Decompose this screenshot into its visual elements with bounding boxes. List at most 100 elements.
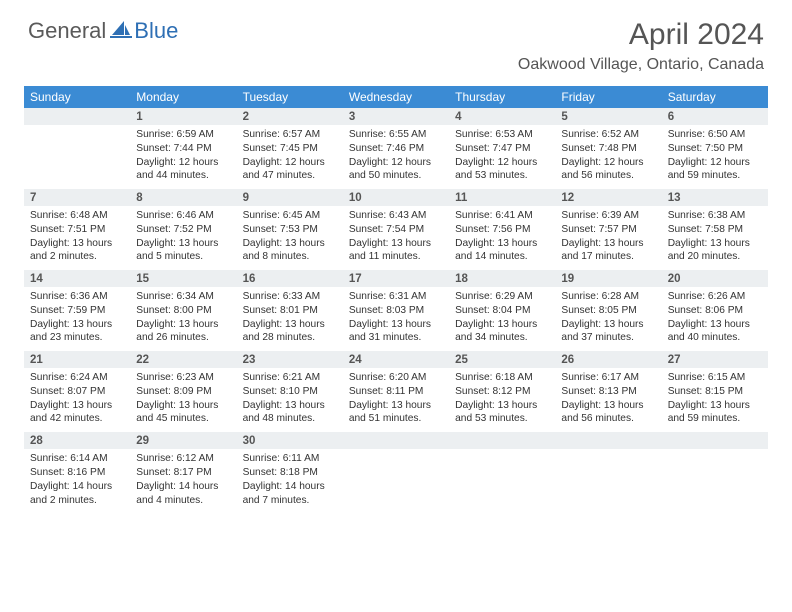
day-of-week-row: SundayMondayTuesdayWednesdayThursdayFrid… xyxy=(24,86,768,108)
day-number xyxy=(24,108,130,125)
sunrise-line: Sunrise: 6:18 AM xyxy=(455,371,549,385)
day-number: 23 xyxy=(237,351,343,368)
day-content: Sunrise: 6:29 AMSunset: 8:04 PMDaylight:… xyxy=(449,287,555,351)
sunrise-line: Sunrise: 6:15 AM xyxy=(668,371,762,385)
daylight-line: Daylight: 13 hours and 37 minutes. xyxy=(561,318,655,346)
sunset-line: Sunset: 7:51 PM xyxy=(30,223,124,237)
daylight-line: Daylight: 13 hours and 34 minutes. xyxy=(455,318,549,346)
sunrise-line: Sunrise: 6:50 AM xyxy=(668,128,762,142)
sunset-line: Sunset: 8:17 PM xyxy=(136,466,230,480)
sunrise-line: Sunrise: 6:31 AM xyxy=(349,290,443,304)
sunset-line: Sunset: 8:05 PM xyxy=(561,304,655,318)
day-number: 4 xyxy=(449,108,555,125)
sunrise-line: Sunrise: 6:17 AM xyxy=(561,371,655,385)
day-number: 11 xyxy=(449,189,555,206)
day-content: Sunrise: 6:53 AMSunset: 7:47 PMDaylight:… xyxy=(449,125,555,189)
day-content: Sunrise: 6:31 AMSunset: 8:03 PMDaylight:… xyxy=(343,287,449,351)
day-number xyxy=(662,432,768,449)
sunrise-line: Sunrise: 6:55 AM xyxy=(349,128,443,142)
day-number: 13 xyxy=(662,189,768,206)
sunrise-line: Sunrise: 6:59 AM xyxy=(136,128,230,142)
sunrise-line: Sunrise: 6:26 AM xyxy=(668,290,762,304)
day-content: Sunrise: 6:38 AMSunset: 7:58 PMDaylight:… xyxy=(662,206,768,270)
daylight-line: Daylight: 13 hours and 53 minutes. xyxy=(455,399,549,427)
day-content: Sunrise: 6:12 AMSunset: 8:17 PMDaylight:… xyxy=(130,449,236,513)
day-number: 19 xyxy=(555,270,661,287)
sunset-line: Sunset: 8:09 PM xyxy=(136,385,230,399)
sunset-line: Sunset: 7:58 PM xyxy=(668,223,762,237)
day-number: 16 xyxy=(237,270,343,287)
sunset-line: Sunset: 7:47 PM xyxy=(455,142,549,156)
sunset-line: Sunset: 7:56 PM xyxy=(455,223,549,237)
day-content xyxy=(662,449,768,513)
day-number: 3 xyxy=(343,108,449,125)
sunrise-line: Sunrise: 6:21 AM xyxy=(243,371,337,385)
daylight-line: Daylight: 13 hours and 20 minutes. xyxy=(668,237,762,265)
sunset-line: Sunset: 7:45 PM xyxy=(243,142,337,156)
day-number: 10 xyxy=(343,189,449,206)
day-content: Sunrise: 6:26 AMSunset: 8:06 PMDaylight:… xyxy=(662,287,768,351)
day-content: Sunrise: 6:11 AMSunset: 8:18 PMDaylight:… xyxy=(237,449,343,513)
day-content: Sunrise: 6:46 AMSunset: 7:52 PMDaylight:… xyxy=(130,206,236,270)
day-content: Sunrise: 6:48 AMSunset: 7:51 PMDaylight:… xyxy=(24,206,130,270)
day-number: 8 xyxy=(130,189,236,206)
sunset-line: Sunset: 8:12 PM xyxy=(455,385,549,399)
day-content: Sunrise: 6:52 AMSunset: 7:48 PMDaylight:… xyxy=(555,125,661,189)
sunrise-line: Sunrise: 6:57 AM xyxy=(243,128,337,142)
content-row: Sunrise: 6:59 AMSunset: 7:44 PMDaylight:… xyxy=(24,125,768,189)
day-content: Sunrise: 6:55 AMSunset: 7:46 PMDaylight:… xyxy=(343,125,449,189)
sunset-line: Sunset: 8:03 PM xyxy=(349,304,443,318)
daylight-line: Daylight: 12 hours and 53 minutes. xyxy=(455,156,549,184)
day-number: 12 xyxy=(555,189,661,206)
daylight-line: Daylight: 12 hours and 56 minutes. xyxy=(561,156,655,184)
day-content: Sunrise: 6:28 AMSunset: 8:05 PMDaylight:… xyxy=(555,287,661,351)
day-number: 21 xyxy=(24,351,130,368)
day-content: Sunrise: 6:43 AMSunset: 7:54 PMDaylight:… xyxy=(343,206,449,270)
day-number: 1 xyxy=(130,108,236,125)
sunrise-line: Sunrise: 6:45 AM xyxy=(243,209,337,223)
sunrise-line: Sunrise: 6:20 AM xyxy=(349,371,443,385)
content-row: Sunrise: 6:36 AMSunset: 7:59 PMDaylight:… xyxy=(24,287,768,351)
daylight-line: Daylight: 13 hours and 51 minutes. xyxy=(349,399,443,427)
logo: General Blue xyxy=(28,18,178,44)
dow-header: Wednesday xyxy=(343,86,449,108)
sunset-line: Sunset: 7:59 PM xyxy=(30,304,124,318)
day-content: Sunrise: 6:34 AMSunset: 8:00 PMDaylight:… xyxy=(130,287,236,351)
day-content xyxy=(555,449,661,513)
daylight-line: Daylight: 13 hours and 5 minutes. xyxy=(136,237,230,265)
sunset-line: Sunset: 7:44 PM xyxy=(136,142,230,156)
day-number: 18 xyxy=(449,270,555,287)
day-number: 15 xyxy=(130,270,236,287)
sunset-line: Sunset: 8:10 PM xyxy=(243,385,337,399)
daylight-line: Daylight: 13 hours and 31 minutes. xyxy=(349,318,443,346)
day-number: 29 xyxy=(130,432,236,449)
sunset-line: Sunset: 8:04 PM xyxy=(455,304,549,318)
day-content: Sunrise: 6:33 AMSunset: 8:01 PMDaylight:… xyxy=(237,287,343,351)
daylight-line: Daylight: 12 hours and 44 minutes. xyxy=(136,156,230,184)
sunrise-line: Sunrise: 6:38 AM xyxy=(668,209,762,223)
day-number xyxy=(449,432,555,449)
daylight-line: Daylight: 12 hours and 50 minutes. xyxy=(349,156,443,184)
daylight-line: Daylight: 13 hours and 2 minutes. xyxy=(30,237,124,265)
daylight-line: Daylight: 14 hours and 7 minutes. xyxy=(243,480,337,508)
sunset-line: Sunset: 8:15 PM xyxy=(668,385,762,399)
sunrise-line: Sunrise: 6:23 AM xyxy=(136,371,230,385)
daynum-row: 123456 xyxy=(24,108,768,125)
content-row: Sunrise: 6:14 AMSunset: 8:16 PMDaylight:… xyxy=(24,449,768,513)
day-content: Sunrise: 6:59 AMSunset: 7:44 PMDaylight:… xyxy=(130,125,236,189)
sunset-line: Sunset: 7:54 PM xyxy=(349,223,443,237)
day-number: 30 xyxy=(237,432,343,449)
day-content: Sunrise: 6:39 AMSunset: 7:57 PMDaylight:… xyxy=(555,206,661,270)
location: Oakwood Village, Ontario, Canada xyxy=(518,56,764,74)
dow-header: Saturday xyxy=(662,86,768,108)
sunrise-line: Sunrise: 6:43 AM xyxy=(349,209,443,223)
daylight-line: Daylight: 13 hours and 59 minutes. xyxy=(668,399,762,427)
day-number: 27 xyxy=(662,351,768,368)
day-number xyxy=(555,432,661,449)
daynum-row: 14151617181920 xyxy=(24,270,768,287)
daylight-line: Daylight: 14 hours and 4 minutes. xyxy=(136,480,230,508)
day-number: 2 xyxy=(237,108,343,125)
sunset-line: Sunset: 7:52 PM xyxy=(136,223,230,237)
day-content: Sunrise: 6:21 AMSunset: 8:10 PMDaylight:… xyxy=(237,368,343,432)
day-number: 14 xyxy=(24,270,130,287)
